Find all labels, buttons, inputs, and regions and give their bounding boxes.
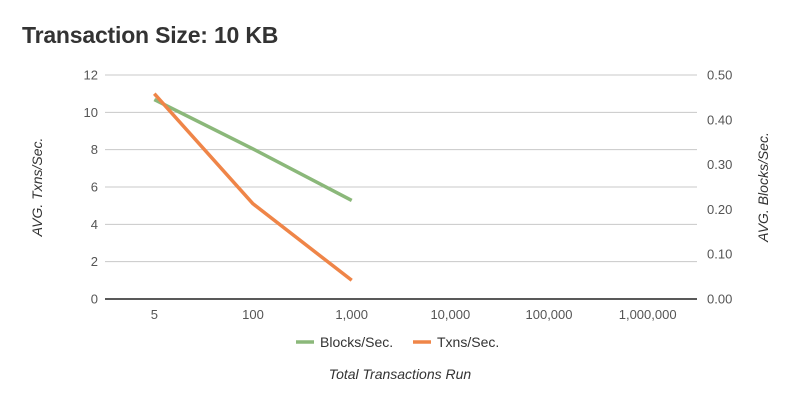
x-tick-label: 1,000,000 [619, 307, 677, 322]
right-y-tick-label: 0.40 [707, 112, 732, 127]
left-y-tick-label: 4 [91, 217, 98, 232]
right-y-tick-label: 0.30 [707, 157, 732, 172]
left-y-tick-label: 0 [91, 292, 98, 307]
left-y-tick-label: 6 [91, 180, 98, 195]
grid-lines [105, 74, 697, 300]
series-line-txns-sec [152, 92, 353, 282]
right-y-axis-label: AVG. Blocks/Sec. [755, 132, 771, 243]
x-ticks: 5 100 1,000 10,000 100,000 1,000,000 [151, 307, 677, 322]
left-y-tick-label: 10 [84, 105, 98, 120]
axis-labels: AVG. Txns/Sec. AVG. Blocks/Sec. [29, 132, 771, 243]
right-y-ticks: 0.00 0.10 0.20 0.30 0.40 0.50 [707, 68, 732, 307]
x-axis-label: Total Transactions Run [328, 366, 472, 382]
left-y-tick-label: 8 [91, 142, 98, 157]
right-y-tick-label: 0.10 [707, 247, 732, 262]
chart-title: Transaction Size: 10 KB [22, 22, 279, 48]
x-tick-label: 100 [242, 307, 264, 322]
legend-label: Blocks/Sec. [320, 334, 393, 350]
x-tick-label: 10,000 [430, 307, 470, 322]
left-y-ticks: 0 2 4 6 8 10 12 [84, 68, 98, 307]
left-y-tick-label: 2 [91, 254, 98, 269]
x-tick-label: 5 [151, 307, 158, 322]
series-lines [152, 92, 353, 282]
legend: Blocks/Sec. Txns/Sec. [296, 334, 499, 350]
right-y-tick-label: 0.50 [707, 68, 732, 83]
left-y-axis-label: AVG. Txns/Sec. [29, 138, 45, 238]
series-line-blocks-sec [153, 98, 353, 202]
right-y-tick-label: 0.20 [707, 202, 732, 217]
legend-label: Txns/Sec. [437, 334, 499, 350]
x-tick-label: 1,000 [335, 307, 368, 322]
x-tick-label: 100,000 [526, 307, 573, 322]
right-y-tick-label: 0.00 [707, 292, 732, 307]
left-y-tick-label: 12 [84, 68, 98, 83]
